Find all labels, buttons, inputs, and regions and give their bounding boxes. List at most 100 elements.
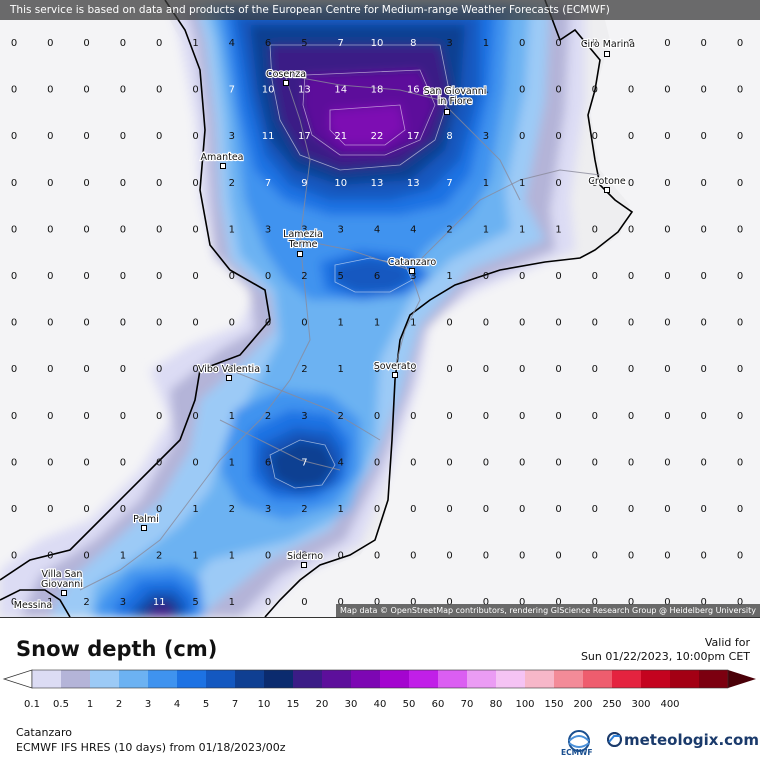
grid-value: 0 bbox=[592, 597, 598, 608]
grid-value: 1 bbox=[338, 504, 344, 515]
city-marker bbox=[283, 80, 289, 86]
city-marker bbox=[61, 590, 67, 596]
grid-value: 1 bbox=[483, 178, 489, 189]
city-label: Crotone bbox=[588, 176, 626, 187]
grid-value: 0 bbox=[156, 504, 162, 515]
colorbar-tick-label: 50 bbox=[403, 699, 416, 710]
colorbar-swatch bbox=[264, 670, 294, 688]
grid-value: 1 bbox=[229, 224, 235, 235]
grid-value: 0 bbox=[446, 364, 452, 375]
grid-value: 0 bbox=[120, 178, 126, 189]
meteologix-brand-text: meteologix.com bbox=[624, 731, 759, 749]
grid-value: 6 bbox=[265, 457, 271, 468]
colorbar-tick-label: 250 bbox=[602, 699, 621, 710]
grid-value: 0 bbox=[664, 504, 670, 515]
grid-value: 0 bbox=[156, 38, 162, 49]
grid-value: 0 bbox=[737, 597, 743, 608]
grid-value: 0 bbox=[592, 131, 598, 142]
grid-value: 0 bbox=[47, 131, 53, 142]
grid-value: 0 bbox=[664, 178, 670, 189]
grid-value: 1 bbox=[338, 318, 344, 329]
colorbar-swatch bbox=[32, 670, 62, 688]
grid-value: 0 bbox=[229, 318, 235, 329]
grid-value: 0 bbox=[83, 38, 89, 49]
city-marker bbox=[604, 187, 610, 193]
grid-value: 0 bbox=[120, 504, 126, 515]
grid-value: 5 bbox=[338, 271, 344, 282]
grid-value: 0 bbox=[483, 457, 489, 468]
grid-value: 0 bbox=[592, 178, 598, 189]
valid-time: Sun 01/22/2023, 10:00pm CET bbox=[580, 650, 750, 663]
grid-value: 0 bbox=[301, 318, 307, 329]
grid-value: 1 bbox=[265, 364, 271, 375]
grid-value: 1 bbox=[338, 364, 344, 375]
grid-value: 1 bbox=[483, 85, 489, 96]
city-marker bbox=[226, 375, 232, 381]
colorbar-tick-label: 80 bbox=[490, 699, 503, 710]
grid-value: 0 bbox=[83, 178, 89, 189]
grid-value: 0 bbox=[519, 411, 525, 422]
grid-value: 0 bbox=[555, 271, 561, 282]
grid-value: 0 bbox=[265, 271, 271, 282]
grid-value: 3 bbox=[301, 224, 307, 235]
ecmwf-logo-icon bbox=[568, 730, 590, 752]
colorbar-swatch bbox=[612, 670, 642, 688]
grid-value: 7 bbox=[265, 178, 271, 189]
grid-value: 0 bbox=[192, 85, 198, 96]
grid-value: 0 bbox=[555, 131, 561, 142]
grid-value: 0 bbox=[11, 224, 17, 235]
grid-value: 4 bbox=[374, 224, 380, 235]
grid-value: 4 bbox=[338, 457, 344, 468]
grid-value: 0 bbox=[156, 131, 162, 142]
grid-value: 0 bbox=[628, 504, 634, 515]
city-label: Palmi bbox=[133, 514, 159, 525]
grid-value: 0 bbox=[120, 85, 126, 96]
grid-value: 0 bbox=[555, 318, 561, 329]
grid-value: 0 bbox=[410, 411, 416, 422]
colorbar-swatch bbox=[235, 670, 265, 688]
grid-value: 3 bbox=[301, 411, 307, 422]
ecmwf-notice-banner: This service is based on data and produc… bbox=[0, 0, 760, 20]
grid-value: 0 bbox=[11, 131, 17, 142]
grid-value: 0 bbox=[120, 131, 126, 142]
grid-value: 13 bbox=[407, 178, 420, 189]
grid-value: 0 bbox=[519, 131, 525, 142]
colorbar-min-arrow bbox=[2, 669, 33, 689]
grid-value: 1 bbox=[229, 411, 235, 422]
grid-value: 0 bbox=[192, 131, 198, 142]
grid-value: 0 bbox=[628, 224, 634, 235]
grid-value: 2 bbox=[338, 411, 344, 422]
colorbar-tick-label: 10 bbox=[258, 699, 271, 710]
grid-value: 1 bbox=[192, 38, 198, 49]
grid-value: 0 bbox=[701, 504, 707, 515]
grid-value: 0 bbox=[83, 364, 89, 375]
grid-value: 0 bbox=[701, 85, 707, 96]
grid-value: 0 bbox=[229, 364, 235, 375]
grid-value: 0 bbox=[701, 551, 707, 562]
colorbar-swatch bbox=[699, 670, 729, 688]
grid-value: 0 bbox=[592, 271, 598, 282]
grid-value: 0 bbox=[156, 178, 162, 189]
grid-value: 0 bbox=[11, 551, 17, 562]
grid-value: 0 bbox=[374, 411, 380, 422]
grid-value: 0 bbox=[555, 38, 561, 49]
grid-value: 0 bbox=[592, 318, 598, 329]
grid-value: 0 bbox=[555, 457, 561, 468]
grid-value: 0 bbox=[519, 271, 525, 282]
grid-value: 0 bbox=[555, 364, 561, 375]
grid-value: 0 bbox=[628, 271, 634, 282]
colorbar-tick-label: 0.5 bbox=[53, 699, 69, 710]
snow-depth-map[interactable]: 0 0 0 0 0 1 4 6 5 7 10 8 3 1 0 0 0 0 0 0 0 0 0 0 0 0 0 7 10 13 14 18 16 4… bbox=[0, 0, 760, 618]
colorbar-tick-label: 2 bbox=[116, 699, 122, 710]
grid-value: 0 bbox=[120, 271, 126, 282]
grid-value: 0 bbox=[265, 597, 271, 608]
city-label: Villa San bbox=[42, 569, 83, 580]
grid-value: 7 bbox=[229, 85, 235, 96]
grid-value: 2 bbox=[229, 504, 235, 515]
colorbar-tick-label: 0.1 bbox=[24, 699, 40, 710]
grid-value: 1 bbox=[555, 224, 561, 235]
map-attribution[interactable]: Map data © OpenStreetMap contributors, r… bbox=[336, 604, 760, 617]
grid-value: 0 bbox=[120, 38, 126, 49]
grid-value: 1 bbox=[192, 551, 198, 562]
grid-value: 0 bbox=[156, 85, 162, 96]
